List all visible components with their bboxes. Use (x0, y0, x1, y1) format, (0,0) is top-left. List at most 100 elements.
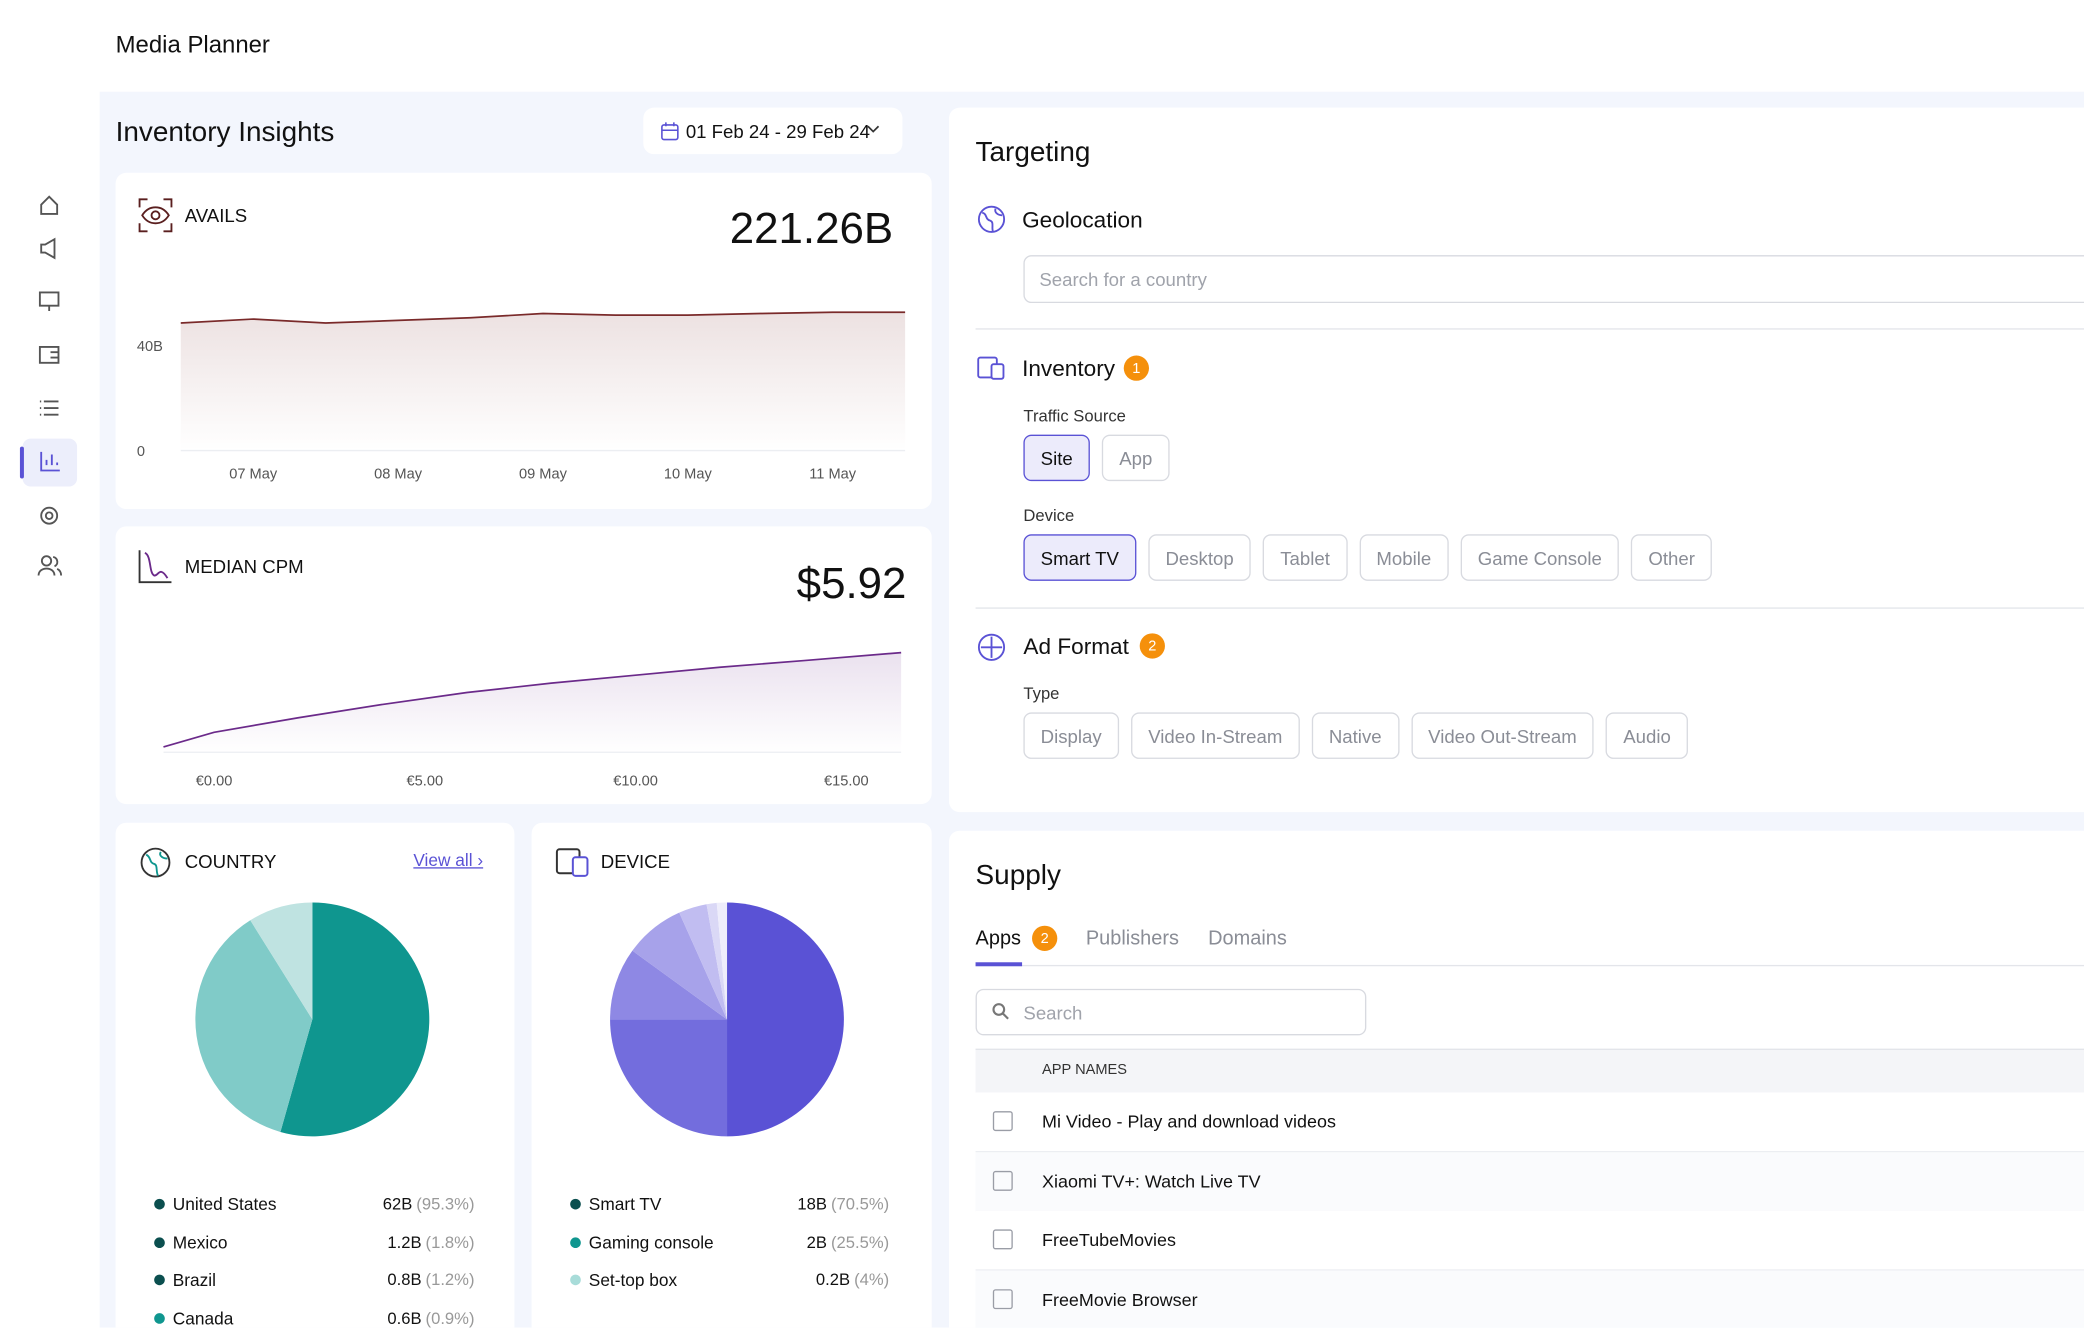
targeting-card (948, 107, 2084, 813)
type-buttons: Display Video In-Stream Native Video Out-St… (1023, 712, 1689, 759)
x-tick-label: 11 May (809, 466, 857, 482)
filter-chip[interactable]: App (1101, 434, 1170, 482)
search-icon (992, 1003, 1009, 1020)
legend-dot (154, 1313, 165, 1324)
pie-slice (195, 920, 313, 1132)
tab[interactable]: Apps (975, 927, 1022, 950)
app-search[interactable] (975, 988, 1367, 1036)
avails-label: AVAILS (184, 204, 248, 226)
country-placeholder: Search for a country (1039, 268, 1207, 290)
nav-home[interactable] (40, 195, 59, 215)
tab[interactable]: Domains (1208, 927, 1287, 950)
nav-users[interactable] (40, 555, 53, 567)
filter-chip[interactable]: Desktop (1148, 534, 1251, 581)
x-tick-label: €5.00 (407, 773, 444, 789)
tab-underline (975, 962, 1023, 967)
pie-slice (632, 912, 728, 1020)
row-checkbox[interactable] (992, 1229, 1013, 1250)
pie-slice (679, 904, 728, 1020)
legend-dot (154, 1275, 165, 1286)
view-all-link[interactable]: View all › (413, 849, 484, 870)
calendar-icon (661, 122, 679, 141)
pie-slice (280, 902, 430, 1137)
line-area (180, 312, 906, 451)
date-range: 01 Feb 24 - 29 Feb 24 (685, 120, 870, 143)
filter-chip[interactable]: Display (1023, 712, 1119, 759)
legend-amount: 2B (806, 1232, 827, 1252)
inventory-icon (977, 356, 1005, 380)
legend-amount: 62B (382, 1194, 413, 1214)
legend-name: Smart TV (588, 1194, 662, 1215)
app-name: FreeMovie Browser (1042, 1289, 1198, 1310)
active-nav-bar (19, 446, 24, 479)
device-icon (555, 848, 589, 877)
x-tick-label: €15.00 (824, 773, 869, 789)
filter-chip[interactable]: Other (1631, 534, 1713, 581)
supply-title: Supply (975, 859, 1061, 891)
legend-share: (1.2%) (425, 1271, 475, 1290)
search-placeholder: Search (1023, 1002, 1083, 1024)
table-row (975, 1269, 2084, 1328)
legend-name: Canada (172, 1308, 234, 1328)
table-row (975, 1092, 2084, 1153)
legend-amount: 18B (797, 1194, 827, 1214)
country-label: COUNTRY (184, 850, 277, 872)
nav-presentation[interactable] (38, 291, 60, 312)
date-picker[interactable]: 01 Feb 24 - 29 Feb 24 (643, 107, 903, 155)
ad-format-title: Ad Format (1023, 633, 1129, 660)
legend-amount: 0.6B (387, 1309, 422, 1328)
app-name: Xiaomi TV+: Watch Live TV (1042, 1170, 1261, 1191)
filter-chip[interactable]: Audio (1605, 712, 1689, 759)
pie-slice (610, 950, 728, 1020)
filter-chip[interactable]: Tablet (1262, 534, 1348, 581)
legend-share: (95.3%) (416, 1194, 475, 1214)
app-name: Mi Video - Play and download videos (1042, 1111, 1336, 1132)
divider (975, 328, 2084, 330)
sidebar (19, 195, 78, 576)
nav-list[interactable] (39, 400, 59, 416)
legend-name: Mexico (172, 1232, 228, 1253)
filter-chip[interactable]: Native (1311, 712, 1399, 759)
filter-chip[interactable]: Video Out-Stream (1410, 712, 1594, 759)
nav-settings[interactable] (40, 506, 59, 525)
legend-name: Set-top box (588, 1270, 678, 1291)
legend-value: 0.2B (4%) (816, 1271, 889, 1290)
app-title: Media Planner (115, 31, 270, 58)
active-nav-bg (22, 438, 78, 487)
legend-name: Gaming console (588, 1232, 714, 1253)
line (163, 651, 902, 748)
row-checkbox[interactable] (992, 1170, 1013, 1191)
filter-chip[interactable]: Video In-Stream (1130, 712, 1300, 759)
nav-wallet[interactable] (38, 345, 60, 364)
legend-value: 0.8B (1.2%) (387, 1271, 474, 1290)
legend-value: 2B (25.5%) (807, 1233, 890, 1252)
traffic-label: Traffic Source (1023, 406, 1126, 426)
tab[interactable]: Publishers (1085, 927, 1179, 950)
legend-name: Brazil (172, 1270, 216, 1291)
x-tick-label: 07 May (229, 466, 278, 482)
inventory-title: Inventory (1022, 356, 1116, 382)
country-search[interactable] (1023, 255, 2084, 304)
row-checkbox[interactable] (992, 1111, 1013, 1132)
line (180, 311, 906, 324)
cpm-total: $5.92 (796, 558, 907, 608)
table-row (975, 1210, 2084, 1271)
legend-dot (154, 1198, 165, 1210)
nav-campaigns[interactable] (40, 237, 56, 260)
tabs-divider (975, 964, 2084, 967)
row-checkbox[interactable] (992, 1288, 1013, 1309)
legend-dot (570, 1198, 581, 1210)
nav-insights[interactable] (40, 451, 60, 472)
legend-share: (70.5%) (830, 1194, 890, 1214)
y-tick-label: 0 (137, 444, 145, 460)
device-filter-label: Device (1023, 506, 1075, 525)
filter-chip[interactable]: Smart TV (1023, 534, 1137, 581)
pie-slice (610, 1019, 728, 1137)
legend-amount: 0.8B (387, 1271, 422, 1290)
apps-badge: 2 (1032, 925, 1058, 951)
filter-chip[interactable]: Mobile (1359, 534, 1449, 581)
filter-chip[interactable]: Game Console (1460, 534, 1620, 581)
filter-chip[interactable]: Site (1023, 434, 1091, 482)
